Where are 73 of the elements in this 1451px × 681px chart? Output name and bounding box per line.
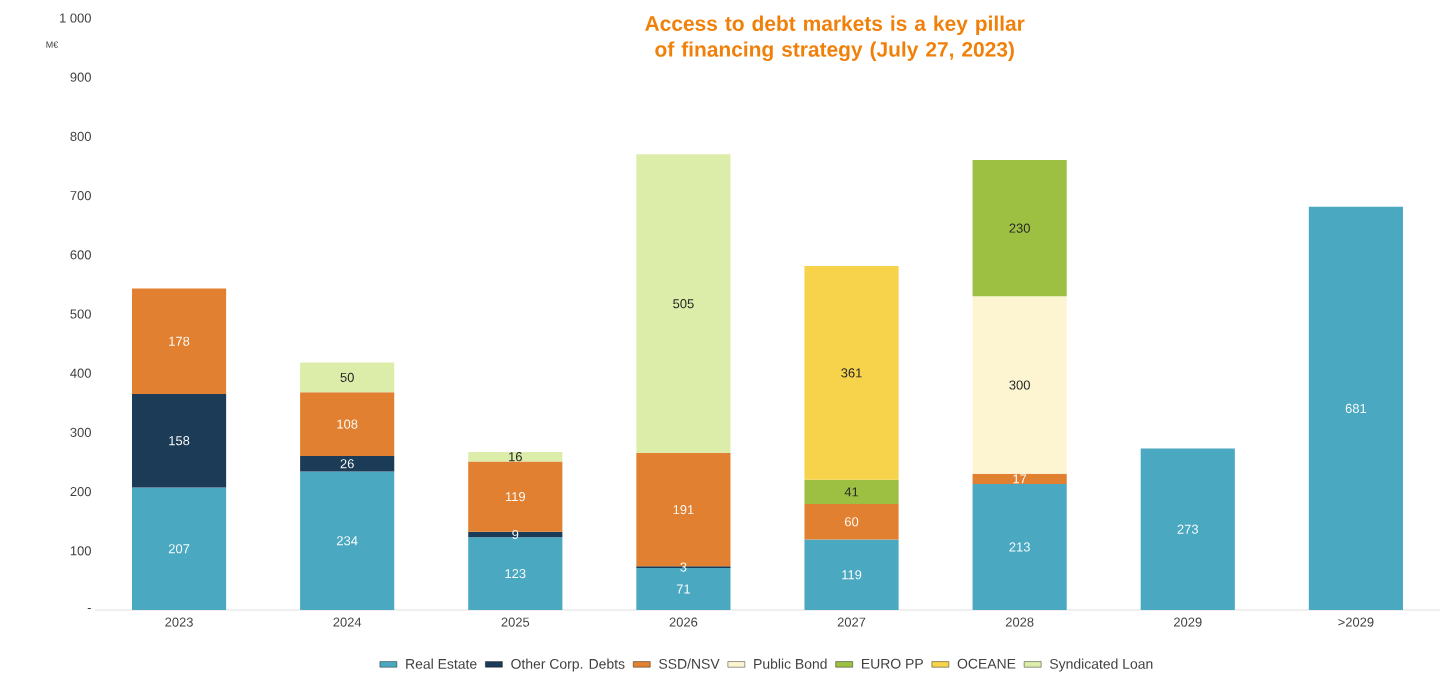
bar: [804, 504, 899, 540]
y-tick-label: 500: [70, 309, 91, 319]
data-label: 17: [1013, 474, 1027, 484]
legend-label: Real Estate: [406, 658, 477, 669]
x-tick-label: 2027: [837, 617, 866, 627]
bar: [131, 393, 227, 488]
data-label: 119: [505, 492, 526, 502]
data-label: 60: [844, 517, 859, 527]
x-tick-label: 2029: [1174, 617, 1202, 627]
data-label: 361: [841, 368, 862, 378]
legend-label: EURO PP: [862, 658, 923, 669]
legend-label: Other Corp. Debts: [511, 658, 625, 672]
data-label: 41: [844, 487, 859, 497]
bar: [300, 471, 395, 610]
x-tick-label: >2029: [1338, 617, 1374, 627]
bar: [131, 487, 227, 610]
y-tick-label: 200: [70, 487, 91, 497]
y-tick-label: 400: [70, 368, 91, 378]
bar: [972, 160, 1067, 297]
bar: [804, 479, 899, 505]
bar: [972, 483, 1067, 610]
y-tick-label: 800: [70, 131, 91, 141]
data-label: 207: [168, 544, 190, 554]
data-label: 26: [340, 459, 354, 469]
bar: [468, 461, 563, 532]
bar: [636, 154, 731, 454]
data-label: 273: [1177, 524, 1199, 534]
chart-title: Access to debt markets is a key pillar of financing strategy (July 27, 2023): [645, 15, 1025, 62]
data-label: 178: [169, 336, 190, 346]
legend-label: Syndicated Loan: [1049, 658, 1153, 672]
bar: [972, 473, 1067, 484]
x-tick-label: 2023: [165, 617, 193, 627]
data-label: 230: [1009, 223, 1030, 233]
data-label: 300: [1009, 380, 1030, 390]
data-label: 505: [673, 299, 694, 309]
data-label: 191: [673, 505, 694, 515]
bar: [300, 362, 395, 393]
y-tick-label: 700: [70, 191, 91, 201]
bar: [300, 456, 395, 472]
bar: [1308, 206, 1403, 610]
data-label: 123: [505, 569, 526, 579]
y-tick-label: 600: [70, 250, 91, 260]
data-label: 9: [512, 529, 519, 540]
y-tick-label: 900: [70, 72, 91, 82]
data-label: 71: [676, 584, 690, 594]
y-tick-label: -: [87, 608, 91, 610]
data-label: 213: [1009, 542, 1030, 552]
bar: [804, 266, 899, 480]
bar: [468, 537, 563, 610]
data-label: 234: [337, 536, 358, 546]
bar: [131, 288, 227, 394]
data-label: 158: [169, 436, 190, 446]
y-axis-title: M€: [46, 41, 59, 48]
bar: [804, 539, 899, 610]
legend-label: SSD/NSV: [659, 658, 720, 669]
x-tick-label: 2028: [1005, 617, 1034, 627]
x-tick-label: 2025: [501, 617, 530, 627]
bar: [300, 392, 395, 457]
data-label: 50: [340, 372, 354, 382]
data-label: 108: [337, 419, 358, 429]
x-tick-label: 2026: [669, 617, 698, 627]
legend-label: Public Bond: [754, 658, 827, 669]
y-tick-label: 300: [70, 427, 91, 437]
bar: [1140, 448, 1235, 610]
bar: [468, 531, 563, 538]
bar: [972, 296, 1067, 474]
x-tick-label: 2024: [333, 617, 362, 627]
legend-label: OCEANE: [957, 658, 1016, 669]
data-label: 681: [1345, 403, 1367, 413]
data-label: 119: [842, 570, 862, 580]
y-tick-label: 100: [70, 546, 91, 556]
data-label: 16: [509, 452, 522, 462]
y-tick-label: 1 000: [60, 13, 91, 23]
